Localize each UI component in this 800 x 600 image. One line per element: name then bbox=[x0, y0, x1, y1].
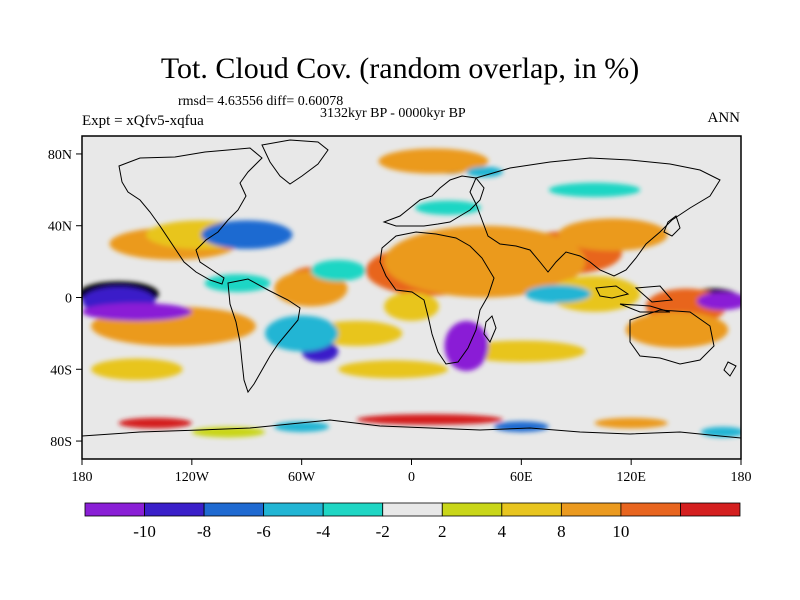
y-tick-label: 40N bbox=[48, 220, 72, 235]
x-axis: 180 120W 60W 0 60E 120E 180 bbox=[72, 459, 752, 485]
anomaly-patch bbox=[444, 320, 489, 372]
coast-madagascar bbox=[483, 315, 497, 343]
coast-south-america bbox=[227, 278, 301, 394]
colorbar-box bbox=[441, 502, 503, 517]
colorbar-box bbox=[501, 502, 562, 517]
season-label: ANN bbox=[707, 110, 741, 126]
x-tick-label: 120W bbox=[175, 470, 210, 485]
period-label: 3132kyr BP - 0000kyr BP bbox=[320, 106, 466, 121]
colorbar-box bbox=[84, 502, 145, 517]
colorbar-label: 8 bbox=[557, 522, 566, 541]
anomaly-patch bbox=[493, 421, 549, 433]
coast-japan bbox=[663, 215, 681, 237]
y-axis: 80N 40N 0 40S 80S bbox=[48, 148, 82, 450]
anomaly-patch bbox=[415, 200, 482, 215]
colorbar-label: 10 bbox=[612, 522, 629, 541]
coast-new-zealand bbox=[723, 361, 737, 377]
colorbar-label: -8 bbox=[197, 522, 211, 541]
anomaly-patch bbox=[265, 315, 339, 352]
coast-greenland bbox=[261, 139, 329, 185]
anomaly-patch bbox=[548, 182, 641, 198]
colorbar-box bbox=[263, 502, 324, 517]
colorbar-box bbox=[144, 502, 205, 517]
anomaly-patch bbox=[384, 292, 439, 321]
colorbar: -10 -8 -6 -4 -2 2 4 8 10 bbox=[84, 502, 741, 541]
x-tick-label: 60E bbox=[510, 470, 533, 485]
anomaly-patch bbox=[82, 302, 192, 321]
colorbar-label: -4 bbox=[316, 522, 331, 541]
anomaly-patch bbox=[466, 166, 504, 178]
anomaly-patch bbox=[378, 148, 489, 174]
anomaly-patch bbox=[457, 340, 586, 363]
x-tick-label: 60W bbox=[288, 470, 316, 485]
anomaly-patch bbox=[191, 426, 266, 438]
y-tick-label: 0 bbox=[65, 292, 72, 307]
anomaly-patch bbox=[524, 284, 591, 303]
coast-europe bbox=[382, 175, 485, 227]
x-tick-label: 120E bbox=[616, 470, 646, 485]
experiment-label: Expt = xQfv5-xqfua bbox=[82, 113, 204, 129]
coast-australia bbox=[629, 309, 715, 365]
y-tick-label: 40S bbox=[50, 363, 72, 378]
x-tick-label: 180 bbox=[72, 470, 93, 485]
y-tick-label: 80S bbox=[50, 435, 72, 450]
coast-antarctica bbox=[82, 419, 741, 439]
anomaly-patch bbox=[91, 358, 183, 381]
colorbar-label: -10 bbox=[133, 522, 156, 541]
rmsd-diff-label: rmsd= 4.63556 diff= 0.60078 bbox=[178, 94, 344, 109]
anomaly-patch bbox=[548, 275, 641, 312]
anomaly-patch bbox=[118, 417, 192, 429]
anomaly-patch bbox=[697, 292, 741, 311]
colorbar-label: -2 bbox=[376, 522, 390, 541]
anomaly-patch bbox=[338, 360, 449, 379]
chart-title: Tot. Cloud Cov. (random overlap, in %) bbox=[160, 52, 640, 85]
anomaly-patch bbox=[200, 220, 293, 250]
coast-maritime bbox=[595, 285, 674, 313]
anomaly-patch bbox=[594, 417, 668, 429]
colorbar-box bbox=[382, 502, 443, 517]
x-tick-label: 180 bbox=[731, 470, 752, 485]
coastlines bbox=[82, 139, 741, 439]
anomaly-patch bbox=[557, 218, 668, 251]
colorbar-box bbox=[620, 502, 681, 517]
colorbar-box bbox=[203, 502, 265, 517]
colorbar-label: 2 bbox=[438, 522, 447, 541]
anomaly-patch bbox=[204, 274, 271, 293]
anomaly-patch bbox=[356, 414, 504, 425]
coast-north-america bbox=[118, 147, 263, 285]
y-tick-label: 80N bbox=[48, 148, 72, 163]
colorbar-box bbox=[560, 502, 622, 517]
coast-asia bbox=[469, 157, 721, 277]
colorbar-box bbox=[680, 502, 741, 517]
coast-africa bbox=[379, 231, 495, 365]
x-tick-label: 0 bbox=[408, 470, 415, 485]
colorbar-box bbox=[322, 502, 384, 517]
colorbar-label: 4 bbox=[498, 522, 507, 541]
colorbar-label: -6 bbox=[257, 522, 271, 541]
anomaly-patch bbox=[310, 259, 366, 282]
